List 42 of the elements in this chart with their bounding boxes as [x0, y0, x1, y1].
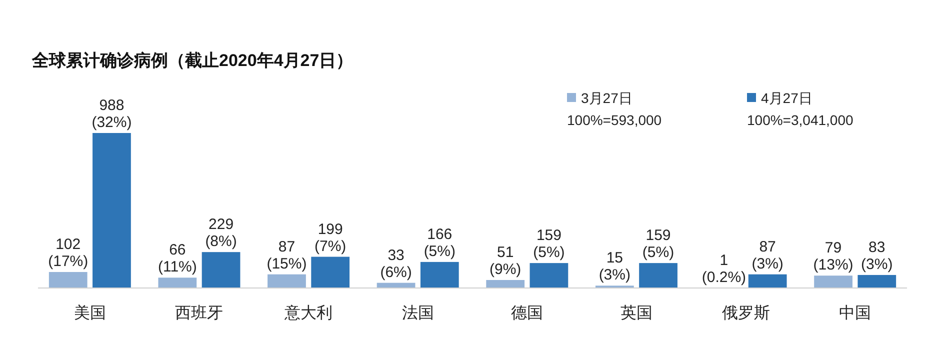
- legend-label: 3月27日: [581, 90, 632, 106]
- x-tick-label: 美国: [74, 303, 106, 322]
- bar: [858, 274, 896, 288]
- data-label: 1 (0.2%): [702, 252, 746, 286]
- x-tick-label: 中国: [839, 303, 872, 322]
- data-label: 159 (5%): [642, 227, 674, 262]
- x-tick-label: 英国: [620, 303, 652, 322]
- bar: [530, 263, 568, 288]
- text: 100%=593,000: [567, 112, 662, 128]
- bar: [814, 276, 852, 288]
- data-label: 51 (9%): [490, 244, 522, 278]
- data-label: 988 (32%): [92, 97, 132, 131]
- bar: [639, 263, 678, 288]
- data-label: 199 (7%): [314, 220, 346, 255]
- x-tick-label: 法国: [402, 303, 434, 322]
- data-label: 15 (3%): [598, 250, 630, 284]
- x-tick-label: 德国: [511, 303, 544, 322]
- x-tick-label: 意大利: [284, 303, 333, 322]
- data-label: 87 (3%): [752, 238, 784, 272]
- bar: [158, 278, 197, 288]
- bar: [748, 274, 787, 288]
- bar: [92, 133, 131, 288]
- bar: [48, 272, 88, 288]
- data-label: 83 (3%): [861, 238, 893, 273]
- chart-title: 全球累计确诊病例（截止2020年4月27日）: [31, 51, 354, 70]
- legend-label: 4月27日: [761, 90, 812, 106]
- bar: [202, 252, 240, 288]
- x-tick-label: 俄罗斯: [722, 303, 770, 322]
- data-label: 166 (5%): [424, 226, 456, 260]
- bar: [311, 256, 350, 288]
- data-label: 87 (15%): [266, 238, 307, 272]
- data-label: 159 (5%): [533, 227, 565, 262]
- x-tick-label: 西班牙: [175, 303, 224, 322]
- bar: [268, 274, 306, 288]
- data-label: 66 (11%): [158, 242, 197, 276]
- text: 100%=3,041,000: [747, 112, 854, 128]
- bar: [420, 262, 459, 288]
- data-label: 229 (8%): [205, 216, 237, 250]
- data-label: 102 (17%): [48, 236, 88, 270]
- data-label: 79 (13%): [813, 240, 854, 274]
- data-label: 33 (6%): [380, 246, 412, 281]
- bar: [486, 280, 525, 288]
